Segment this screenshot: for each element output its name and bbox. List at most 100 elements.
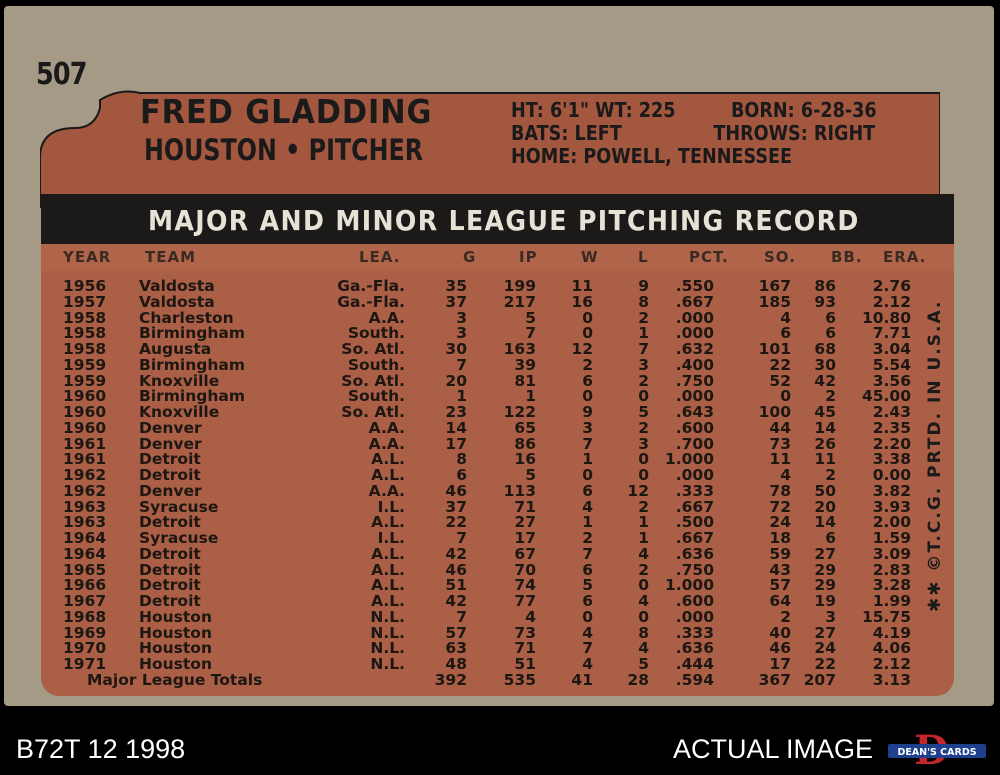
cell-year: 1964 [63, 529, 107, 547]
cell-team: Syracuse [139, 497, 219, 516]
cell-era: 3.82 [872, 481, 911, 500]
cell-team: Birmingham [139, 387, 246, 406]
cell-so: 52 [769, 371, 791, 390]
table-row: 1971 Houston N.L. 48 51 4 5 .444 17 22 2.12 [41, 656, 954, 672]
cell-w: 1 [582, 513, 593, 532]
totals-g: 392 [434, 671, 467, 689]
table-row: 1960 Birmingham South. 1 1 0 0 .000 0 2 45.00 [41, 388, 954, 404]
cell-bb: 24 [814, 639, 836, 658]
cell-g: 51 [445, 576, 467, 595]
cell-bb: 27 [814, 544, 836, 563]
stats-table: YEAR TEAM LEA. G IP W L PCT. SO. BB. ERA… [41, 244, 954, 696]
col-g: G [463, 248, 477, 266]
cell-g: 7 [456, 355, 467, 374]
cell-l: 7 [638, 340, 649, 358]
cell-lea: A.L. [371, 576, 405, 595]
cell-lea: So. Atl. [341, 371, 405, 390]
table-row: 1964 Detroit A.L. 42 67 7 4 .636 59 27 3.09 [41, 546, 954, 562]
cell-w: 12 [571, 340, 593, 358]
cell-team: Houston [139, 607, 212, 626]
cell-year: 1960 [63, 387, 107, 406]
cell-w: 0 [582, 308, 593, 327]
cell-team: Houston [139, 623, 212, 642]
cell-pct: .000 [675, 466, 714, 484]
cell-ip: 1 [525, 387, 536, 406]
cell-era: 1.59 [872, 529, 911, 547]
printed-note: ✱✱ ©T.C.G. PRTD. IN U.S.A. [925, 292, 945, 622]
cell-pct: .333 [675, 481, 714, 500]
col-ip: IP [519, 248, 538, 266]
cell-bb: 6 [825, 308, 836, 327]
cell-team: Houston [139, 655, 212, 673]
totals-row: Major League Totals 392 535 41 28 .594 3… [41, 672, 954, 688]
cell-w: 6 [582, 371, 593, 390]
cell-so: 44 [769, 418, 791, 437]
cell-era: 5.54 [872, 355, 911, 374]
cell-era: 2.12 [872, 292, 911, 311]
cell-team: Detroit [139, 450, 201, 469]
cell-ip: 81 [514, 371, 536, 390]
cell-so: 11 [769, 450, 791, 469]
cell-ip: 39 [514, 355, 536, 374]
cell-l: 0 [638, 607, 649, 626]
cell-so: 73 [769, 434, 791, 453]
cell-so: 40 [769, 623, 791, 642]
cell-ip: 27 [514, 513, 536, 532]
cell-l: 0 [638, 450, 649, 469]
team-position: HOUSTON • PITCHER [144, 133, 424, 167]
cell-ip: 71 [514, 639, 536, 658]
cell-era: 3.04 [872, 340, 911, 358]
born: BORN: 6-28-36 [731, 98, 877, 122]
cell-w: 6 [582, 560, 593, 579]
col-l: L [638, 248, 649, 266]
table-row: 1958 Birmingham South. 3 7 0 1 .000 6 6 7.71 [41, 325, 954, 341]
cell-w: 9 [582, 403, 593, 421]
cell-ip: 51 [514, 655, 536, 673]
cell-so: 100 [758, 403, 791, 421]
cell-year: 1967 [63, 592, 107, 610]
cell-year: 1958 [63, 308, 107, 327]
cell-pct: .000 [675, 387, 714, 406]
cell-era: 2.20 [872, 434, 911, 453]
cell-team: Knoxville [139, 403, 220, 421]
cell-year: 1957 [63, 292, 107, 311]
cell-so: 59 [769, 544, 791, 563]
cell-so: 6 [780, 324, 791, 343]
cell-team: Detroit [139, 544, 201, 563]
cell-l: 3 [638, 434, 649, 453]
name-panel [40, 88, 940, 208]
cell-pct: .333 [675, 623, 714, 642]
cell-bb: 20 [814, 497, 836, 516]
cell-bb: 2 [825, 387, 836, 406]
cell-pct: .667 [675, 292, 714, 311]
table-row: 1958 Augusta So. Atl. 30 163 12 7 .632 101 68 3.04 [41, 341, 954, 357]
cell-era: 2.83 [872, 560, 911, 579]
cell-g: 37 [445, 497, 467, 516]
table-row: 1961 Detroit A.L. 8 16 1 0 1.000 11 11 3.38 [41, 451, 954, 467]
cell-team: Augusta [139, 340, 212, 358]
table-row: 1959 Knoxville So. Atl. 20 81 6 2 .750 52 42 3.56 [41, 373, 954, 389]
cell-team: Valdosta [139, 292, 215, 311]
table-row: 1964 Syracuse I.L. 7 17 2 1 .667 18 6 1.59 [41, 530, 954, 546]
col-so: SO. [764, 248, 796, 266]
cell-lea: N.L. [370, 639, 405, 658]
cell-ip: 67 [514, 544, 536, 563]
cell-bb: 68 [814, 340, 836, 358]
table-row: 1957 Valdosta Ga.-Fla. 37 217 16 8 .667 185 93 2.1… [41, 294, 954, 310]
cell-g: 3 [456, 308, 467, 327]
cell-w: 1 [582, 450, 593, 469]
cell-bb: 3 [825, 607, 836, 626]
cell-lea: N.L. [370, 623, 405, 642]
cell-w: 4 [582, 655, 593, 673]
cell-bb: 45 [814, 403, 836, 421]
cell-g: 7 [456, 607, 467, 626]
cell-so: 185 [758, 292, 791, 311]
cell-bb: 30 [814, 355, 836, 374]
cell-l: 1 [638, 324, 649, 343]
totals-ip: 535 [503, 671, 536, 689]
cell-pct: .700 [675, 434, 714, 453]
cell-w: 0 [582, 324, 593, 343]
cell-year: 1968 [63, 607, 107, 626]
cell-pct: .750 [675, 560, 714, 579]
cell-year: 1959 [63, 371, 107, 390]
